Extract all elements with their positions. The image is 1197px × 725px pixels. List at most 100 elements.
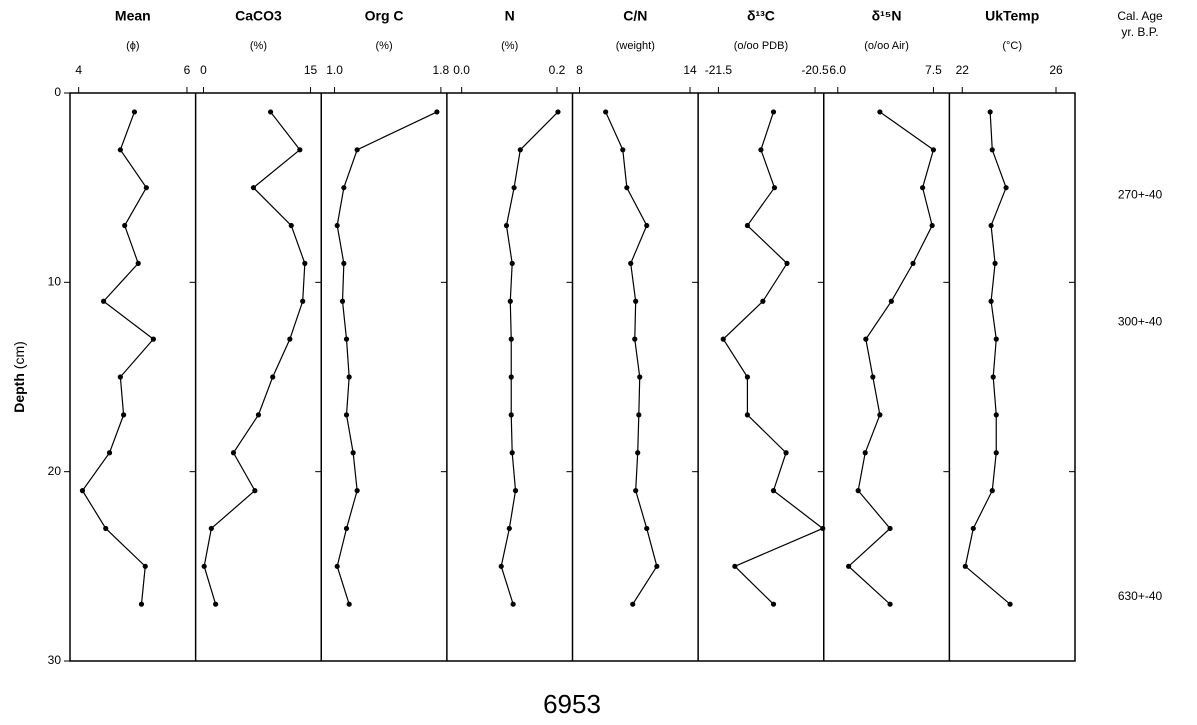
data-point xyxy=(993,412,999,418)
data-point xyxy=(506,525,512,532)
data-point xyxy=(620,147,626,153)
data-point xyxy=(632,336,638,342)
data-point xyxy=(624,185,630,191)
data-point xyxy=(341,185,347,191)
data-point xyxy=(498,563,504,569)
data-point xyxy=(929,222,935,229)
x-tick-label: 6.0 xyxy=(829,63,846,77)
data-point xyxy=(510,601,516,607)
data-point xyxy=(1003,185,1009,191)
panel-unit: (ϕ) xyxy=(126,40,140,52)
data-point xyxy=(346,374,352,380)
y-axis-label-unit: (cm) xyxy=(11,341,27,369)
data-point xyxy=(287,336,293,342)
data-point xyxy=(732,563,738,569)
data-point xyxy=(603,109,609,115)
data-point xyxy=(509,450,515,456)
data-point xyxy=(628,260,634,266)
x-tick-label: 0.0 xyxy=(453,63,470,77)
data-point xyxy=(862,450,868,456)
data-point xyxy=(350,450,356,456)
panel-unit: (°C) xyxy=(1002,40,1022,52)
data-point xyxy=(760,298,766,304)
data-point xyxy=(267,109,274,115)
x-tick-label: -20.5 xyxy=(801,63,829,77)
data-point xyxy=(771,185,778,191)
profile-line xyxy=(605,111,658,605)
x-tick-label: 0 xyxy=(200,63,207,77)
data-point xyxy=(121,412,127,418)
data-point xyxy=(988,298,994,304)
data-point xyxy=(887,601,893,607)
panel-title: δ¹⁵N xyxy=(872,8,902,24)
profile-line xyxy=(203,111,306,605)
data-point xyxy=(213,601,219,607)
x-tick-label: 0.2 xyxy=(549,63,566,77)
data-point xyxy=(508,374,514,380)
data-point xyxy=(434,109,440,115)
age-label: 630+-40 xyxy=(1118,589,1163,603)
data-point xyxy=(143,185,149,191)
data-point xyxy=(919,185,926,191)
data-point xyxy=(100,298,107,304)
data-point xyxy=(508,336,514,342)
data-point xyxy=(135,260,141,266)
x-tick-label: 15 xyxy=(304,63,318,77)
data-point xyxy=(354,147,360,153)
data-point xyxy=(654,563,660,569)
data-point xyxy=(930,147,937,153)
y-axis-label-main: Depth xyxy=(11,373,27,413)
data-point xyxy=(511,185,517,191)
data-point xyxy=(79,488,86,494)
data-point xyxy=(644,525,650,532)
data-point xyxy=(508,412,514,418)
profile-line xyxy=(500,111,559,605)
y-tick-label: 20 xyxy=(48,464,62,478)
data-point xyxy=(846,563,852,569)
data-point xyxy=(744,374,751,380)
data-point xyxy=(334,222,340,229)
data-point xyxy=(288,222,294,229)
y-tick-label: 10 xyxy=(48,275,62,289)
data-point xyxy=(636,412,642,418)
x-tick-label: 4 xyxy=(75,63,82,77)
data-point xyxy=(503,222,510,229)
profile-line xyxy=(336,111,438,605)
data-point xyxy=(341,260,347,266)
data-point xyxy=(346,601,352,607)
x-tick-label: 22 xyxy=(956,63,970,77)
data-point xyxy=(512,488,519,494)
data-point xyxy=(820,525,826,532)
data-point xyxy=(297,147,303,153)
panel-title: UkTemp xyxy=(985,8,1039,24)
y-tick-label: 30 xyxy=(48,653,62,667)
data-point xyxy=(989,488,995,494)
data-point xyxy=(270,374,276,380)
profile-line xyxy=(81,111,155,605)
data-point xyxy=(784,260,790,266)
panel-title: Org C xyxy=(365,8,404,24)
data-point xyxy=(354,488,360,494)
data-point xyxy=(633,298,639,304)
age-label: 300+-40 xyxy=(1118,314,1163,328)
data-point xyxy=(783,450,789,456)
profile-line xyxy=(847,111,935,605)
data-point xyxy=(142,563,148,569)
data-point xyxy=(770,109,777,115)
data-point xyxy=(138,601,145,607)
age-label: 270+-40 xyxy=(1118,187,1163,201)
data-point xyxy=(993,450,999,456)
data-point xyxy=(150,336,156,342)
data-point xyxy=(770,601,777,607)
panel-unit: (o/oo PDB) xyxy=(734,40,788,52)
data-point xyxy=(988,222,994,229)
data-point xyxy=(117,374,123,380)
age-title: Cal. Age xyxy=(1117,9,1163,23)
panel-unit: (weight) xyxy=(616,40,655,52)
data-point xyxy=(637,374,643,380)
data-point xyxy=(962,563,968,569)
panel-unit: (o/oo Air) xyxy=(864,40,909,52)
data-point xyxy=(987,109,993,115)
figure-title: 6953 xyxy=(543,689,601,719)
